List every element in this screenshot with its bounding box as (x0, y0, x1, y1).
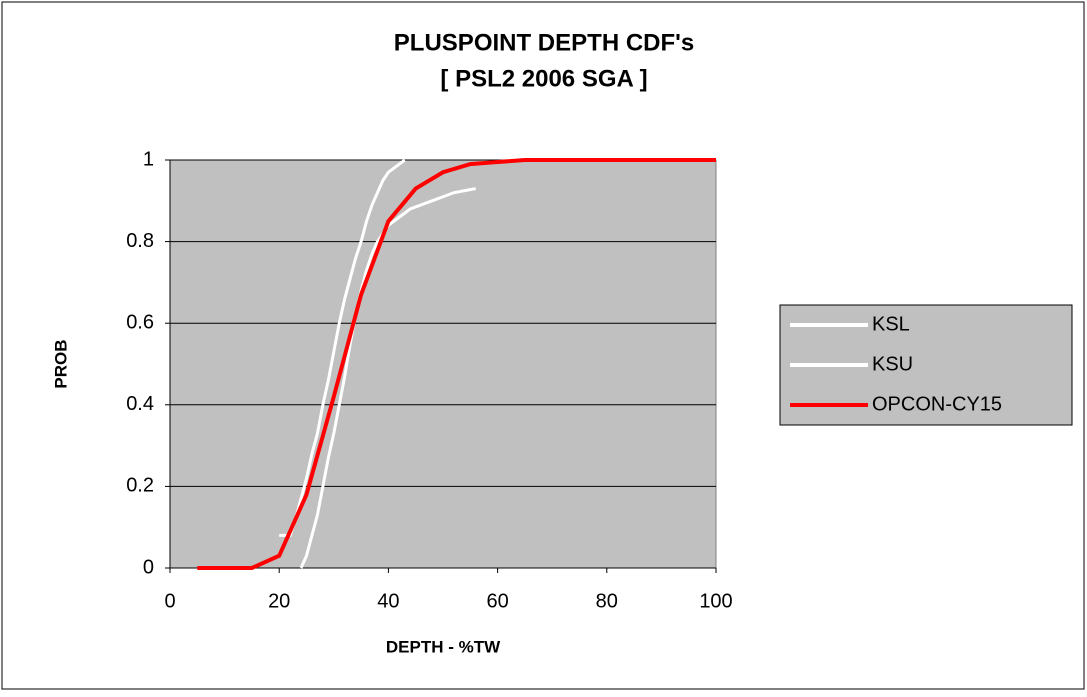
chart-subtitle: [ PSL2 2006 SGA ] (440, 65, 647, 92)
y-tick-label: 0 (143, 556, 154, 578)
series-line (279, 158, 406, 537)
x-tick-label: 0 (164, 590, 175, 612)
legend-label: OPCON-CY15 (872, 393, 1002, 415)
x-tick-label: 80 (596, 590, 618, 612)
x-axis-label: DEPTH - %TW (386, 637, 501, 656)
y-tick-label: 0.2 (126, 475, 154, 497)
y-tick-label: 0.4 (126, 393, 154, 415)
x-tick-label: 60 (486, 590, 508, 612)
y-tick-label: 1 (143, 148, 154, 170)
legend-label: KSL (872, 313, 910, 335)
y-tick-label: 0.6 (126, 311, 154, 333)
legend-label: KSU (872, 353, 913, 375)
series-line (197, 158, 716, 570)
chart-title: PLUSPOINT DEPTH CDF's (394, 29, 694, 56)
y-tick-label: 0.8 (126, 230, 154, 252)
x-tick-label: 100 (699, 590, 732, 612)
series-line (299, 187, 477, 569)
x-tick-label: 20 (268, 590, 290, 612)
plot-area (169, 159, 717, 569)
x-tick-label: 40 (377, 590, 399, 612)
y-axis-label: PROB (51, 339, 70, 388)
